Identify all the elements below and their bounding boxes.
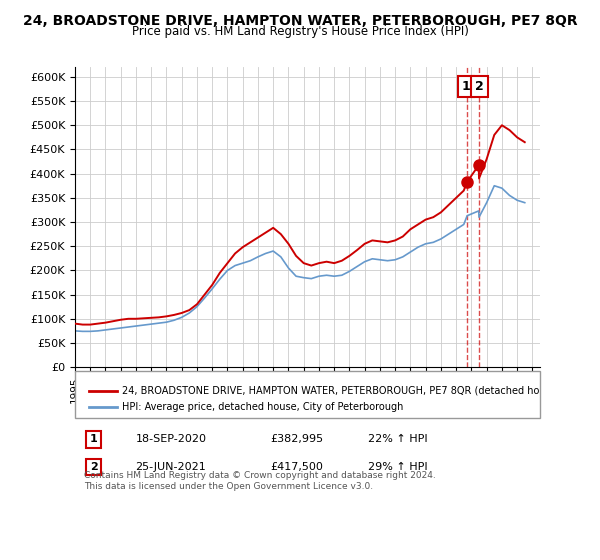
Text: HPI: Average price, detached house, City of Peterborough: HPI: Average price, detached house, City… — [121, 402, 403, 412]
Text: Price paid vs. HM Land Registry's House Price Index (HPI): Price paid vs. HM Land Registry's House … — [131, 25, 469, 38]
Text: 24, BROADSTONE DRIVE, HAMPTON WATER, PETERBOROUGH, PE7 8QR: 24, BROADSTONE DRIVE, HAMPTON WATER, PET… — [23, 14, 577, 28]
Text: 1: 1 — [462, 80, 471, 93]
Text: 2: 2 — [475, 80, 484, 93]
Text: 1: 1 — [90, 435, 97, 444]
Text: 2: 2 — [90, 462, 97, 472]
Text: 25-JUN-2021: 25-JUN-2021 — [136, 462, 206, 472]
Text: £382,995: £382,995 — [270, 435, 323, 444]
Text: Contains HM Land Registry data © Crown copyright and database right 2024.
This d: Contains HM Land Registry data © Crown c… — [84, 471, 436, 491]
Text: 24, BROADSTONE DRIVE, HAMPTON WATER, PETERBOROUGH, PE7 8QR (detached hous: 24, BROADSTONE DRIVE, HAMPTON WATER, PET… — [121, 386, 550, 396]
FancyBboxPatch shape — [75, 371, 540, 418]
Text: 22% ↑ HPI: 22% ↑ HPI — [368, 435, 428, 444]
Text: £417,500: £417,500 — [270, 462, 323, 472]
Text: 18-SEP-2020: 18-SEP-2020 — [136, 435, 206, 444]
Text: 29% ↑ HPI: 29% ↑ HPI — [368, 462, 428, 472]
